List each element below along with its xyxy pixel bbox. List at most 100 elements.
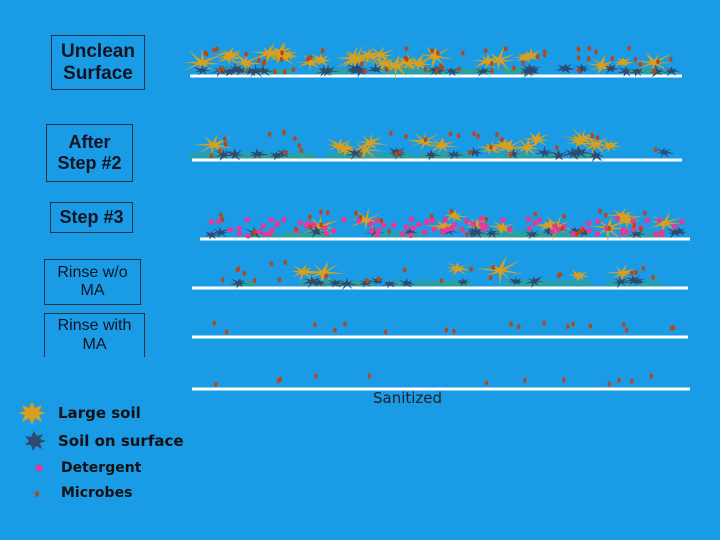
- microbe-particle: [581, 227, 585, 233]
- surface-soil-particle: [525, 65, 541, 75]
- microbe-particle: [276, 378, 281, 384]
- surface-soil-particle: [315, 64, 333, 77]
- large-soil-particle: [648, 211, 683, 232]
- sanitized-caption: Sanitized: [373, 389, 443, 407]
- microbe-particle: [651, 274, 655, 280]
- detergent-icon: [35, 464, 43, 472]
- large-soil-particle: [559, 126, 607, 149]
- detergent-particle: [478, 215, 485, 222]
- large-soil-icon: [18, 402, 46, 425]
- large-soil-particle: [363, 45, 395, 64]
- detergent-particle: [555, 226, 562, 233]
- microbe-particle: [379, 218, 384, 224]
- microbe-particle: [469, 266, 473, 272]
- surface-soil-particle: [205, 230, 223, 240]
- microbe-particle: [491, 264, 496, 270]
- residue-film: [280, 231, 306, 239]
- surface-soil-particle: [223, 148, 245, 161]
- microbe-particle: [358, 214, 363, 220]
- large-soil-particle: [521, 131, 551, 147]
- microbe-particle: [669, 325, 674, 331]
- microbe-particle: [297, 142, 302, 149]
- microbe-particle: [594, 49, 598, 55]
- microbe-particle: [299, 147, 304, 154]
- detergent-particle: [267, 230, 273, 237]
- detergent-particle: [499, 217, 506, 224]
- stage-label-text: Rinse w/o MA: [57, 263, 128, 299]
- large-soil-particle: [493, 138, 525, 158]
- large-soil-particle: [474, 256, 525, 285]
- surface-soil-particle: [192, 65, 211, 76]
- legend-label: Soil on surface: [58, 432, 184, 450]
- microbe-particle: [282, 149, 287, 156]
- detergent-particle: [526, 225, 533, 232]
- stage-label-after-step2: After Step #2: [46, 124, 133, 182]
- detergent-particle: [525, 216, 531, 223]
- large-soil-particle: [301, 216, 339, 238]
- microbe-particle: [262, 58, 267, 65]
- microbe-particle: [542, 320, 546, 326]
- large-soil-particle: [513, 137, 541, 156]
- microbe-particle: [603, 212, 608, 218]
- detergent-particle: [408, 232, 414, 239]
- microbe-particle: [562, 213, 567, 220]
- large-soil-particle: [365, 54, 404, 74]
- microbe-particle: [383, 329, 388, 335]
- microbe-particle: [444, 327, 449, 333]
- detergent-particle: [374, 218, 380, 224]
- microbe-particle: [476, 133, 480, 139]
- microbe-particle: [252, 277, 257, 284]
- surface-soil-particle: [562, 146, 582, 161]
- surface-soil-particle: [269, 151, 286, 161]
- surface-soil-particle: [616, 65, 633, 77]
- detergent-particle: [459, 227, 465, 233]
- detergent-particle: [400, 231, 406, 237]
- large-soil-particle: [567, 269, 590, 282]
- detergent-particle: [442, 216, 448, 223]
- microbe-particle: [595, 135, 600, 141]
- microbe-particle: [222, 136, 227, 142]
- microbe-particle: [283, 259, 287, 266]
- large-soil-particle: [249, 41, 286, 65]
- microbe-particle: [365, 278, 370, 284]
- detergent-particle: [245, 233, 251, 239]
- microbe-particle: [212, 47, 216, 53]
- surface-soil-particle: [426, 65, 443, 76]
- legend-item-surface-soil: Soil on surface: [24, 430, 184, 452]
- surface-soil-particle: [246, 63, 268, 78]
- microbe-particle: [624, 327, 629, 333]
- surface-soil-particle: [221, 68, 236, 77]
- large-soil-particle: [334, 44, 375, 70]
- detergent-particle: [586, 227, 592, 234]
- microbe-particle: [212, 320, 217, 326]
- detergent-particle: [470, 221, 477, 227]
- large-soil-particle: [630, 52, 673, 73]
- microbe-particle: [387, 228, 392, 234]
- large-soil-particle: [326, 137, 355, 153]
- surface-soil-particle: [630, 278, 646, 286]
- detergent-particle: [448, 225, 455, 232]
- microbe-particle: [218, 212, 223, 218]
- microbe-particle: [629, 270, 634, 276]
- microbe-particle: [313, 321, 317, 328]
- detergent-particle: [227, 226, 234, 233]
- surface-soil-particle: [302, 275, 323, 287]
- large-soil-particle: [294, 53, 326, 72]
- surface-soil-particle: [346, 66, 363, 75]
- microbe-particle: [607, 381, 611, 387]
- microbe-particle: [610, 55, 614, 62]
- microbe-particle: [217, 148, 222, 154]
- stage-label-unclean: Unclean Surface: [51, 35, 145, 90]
- microbe-particle: [343, 321, 347, 327]
- microbe-particle: [449, 208, 454, 214]
- residue-film: [604, 280, 638, 288]
- microbe-particle: [508, 152, 513, 158]
- surface-soil-particle: [654, 147, 675, 159]
- microbe-particle: [402, 267, 407, 273]
- surface-soil-particle: [308, 225, 328, 238]
- stage-label-step3: Step #3: [50, 202, 133, 233]
- microbe-icon: [35, 491, 39, 497]
- detergent-particle: [614, 215, 620, 222]
- microbe-particle: [439, 63, 443, 69]
- microbe-particle: [236, 266, 241, 272]
